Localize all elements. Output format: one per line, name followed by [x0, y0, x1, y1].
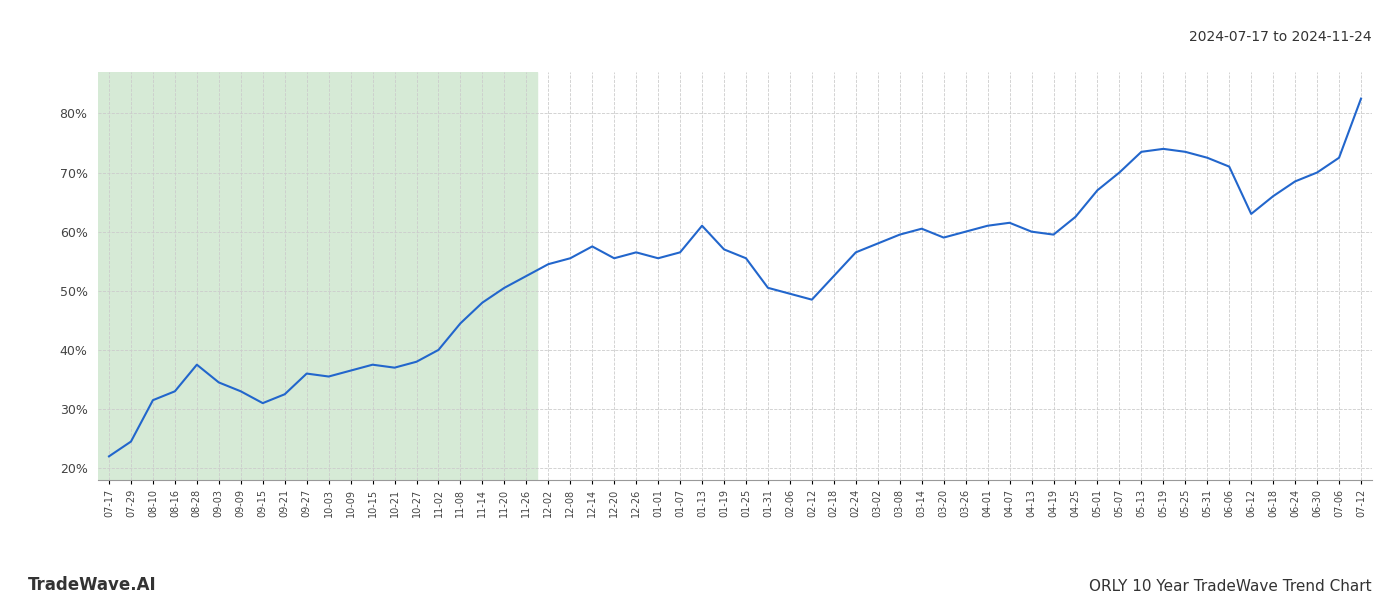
Text: ORLY 10 Year TradeWave Trend Chart: ORLY 10 Year TradeWave Trend Chart — [1089, 579, 1372, 594]
Text: TradeWave.AI: TradeWave.AI — [28, 576, 157, 594]
Text: 2024-07-17 to 2024-11-24: 2024-07-17 to 2024-11-24 — [1190, 30, 1372, 44]
Bar — [98, 72, 538, 480]
